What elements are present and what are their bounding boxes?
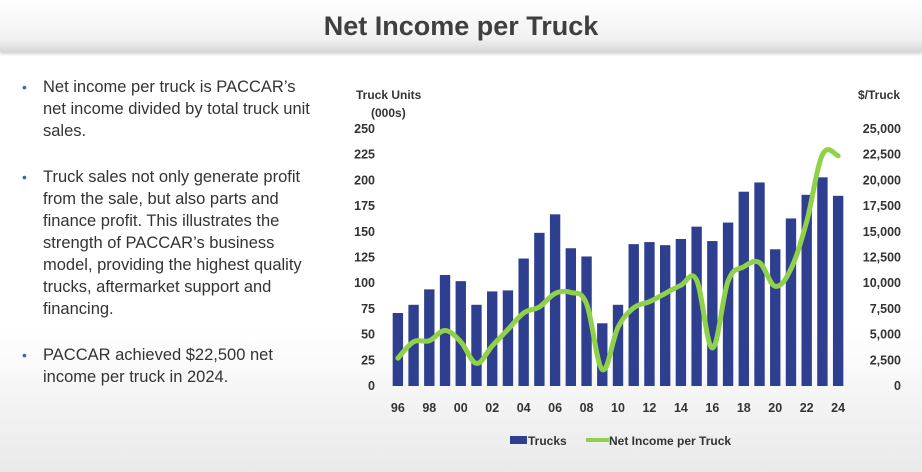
bar [408,304,419,386]
x-tick-label: 08 [580,401,594,415]
bullet-item: • Truck sales not only generate profit f… [22,166,322,320]
x-tick-label: 16 [705,401,719,415]
bar [565,248,577,386]
truck-bars [392,177,844,386]
bar [675,238,687,386]
bar [518,258,529,386]
left-tick-label: 75 [361,302,375,316]
bullet-text: Net income per truck is PACCAR’s net inc… [43,78,310,140]
left-axis-label: Truck Units [356,88,422,102]
left-tick-label: 225 [354,148,375,162]
x-tick-label: 98 [422,401,436,415]
x-tick-label: 14 [674,401,688,415]
bar [659,245,671,386]
bar [628,244,639,386]
x-tick-label: 18 [737,401,751,415]
bar [801,194,812,386]
bar [770,249,781,386]
income-line [395,147,841,373]
x-tick-label: 10 [611,401,625,415]
bullet-text: PACCAR achieved $22,500 net income per t… [43,346,273,386]
x-tick-label: 06 [548,401,562,415]
left-tick-label: 100 [354,276,375,290]
right-tick-label: 10,000 [863,276,901,290]
left-tick-label: 0 [368,379,375,393]
bullet-text: Truck sales not only generate profit fro… [43,168,302,318]
x-tick-label: 20 [768,401,782,415]
bar [817,177,828,386]
x-tick-label: 02 [485,401,499,415]
legend: Trucks Net Income per Truck [510,434,731,448]
left-tick-label: 250 [354,122,375,136]
bullet-dot-icon: • [22,79,27,95]
bullet-list: • Net income per truck is PACCAR’s net i… [22,76,322,412]
legend-trucks-label: Trucks [528,434,567,448]
bullet-dot-icon: • [22,169,27,185]
legend-trucks-swatch [510,436,527,444]
x-axis-ticks: 96 98 00 02 04 06 08 10 12 14 16 18 20 22 24 [391,401,845,415]
left-axis-unit: (000s) [371,106,406,120]
left-axis-ticks: 0 25 50 75 100 125 150 175 200 225 250 [354,122,375,393]
bar [722,222,734,386]
right-tick-label: 7,500 [870,302,901,316]
bar [455,281,466,386]
bar [487,291,498,386]
x-tick-label: 22 [800,401,814,415]
legend-income-label: Net Income per Truck [609,434,731,448]
right-tick-label: 12,500 [863,251,901,265]
left-tick-label: 25 [361,353,375,367]
right-tick-label: 15,000 [863,225,901,239]
bar [738,191,749,386]
right-axis-label: $/Truck [858,88,900,102]
right-tick-label: 5,000 [870,328,901,342]
bar [549,214,561,386]
bar [754,182,765,386]
left-tick-label: 50 [361,328,375,342]
right-tick-label: 0 [894,379,901,393]
left-tick-label: 175 [354,199,375,213]
right-tick-label: 17,500 [863,199,901,213]
page-title: Net Income per Truck [323,10,599,41]
bar [691,226,702,386]
x-tick-label: 04 [517,401,531,415]
left-tick-label: 200 [354,173,375,187]
bullet-item: • Net income per truck is PACCAR’s net i… [22,76,322,142]
x-tick-label: 12 [642,401,656,415]
bar [471,304,482,386]
bar [392,313,404,386]
title-bar: Net Income per Truck [0,0,922,52]
bar [581,256,592,386]
left-tick-label: 150 [354,225,375,239]
x-tick-label: 96 [391,401,405,415]
left-tick-label: 125 [354,251,375,265]
right-tick-label: 2,500 [870,353,901,367]
x-tick-label: 00 [454,401,468,415]
bar [502,290,514,386]
x-tick-label: 24 [831,401,845,415]
bar [707,241,718,386]
bar [612,304,624,386]
right-tick-label: 20,000 [863,173,901,187]
bullet-item: • PACCAR achieved $22,500 net income per… [22,344,322,388]
bullet-dot-icon: • [22,347,27,363]
bar [644,242,655,386]
bar [832,195,844,386]
bar [424,289,435,386]
right-tick-label: 25,000 [863,122,901,136]
bar [785,218,797,386]
right-axis-ticks: 0 2,500 5,000 7,500 10,000 12,500 15,000 17,500… [863,122,901,393]
bar [597,323,608,386]
right-tick-label: 22,500 [863,148,901,162]
